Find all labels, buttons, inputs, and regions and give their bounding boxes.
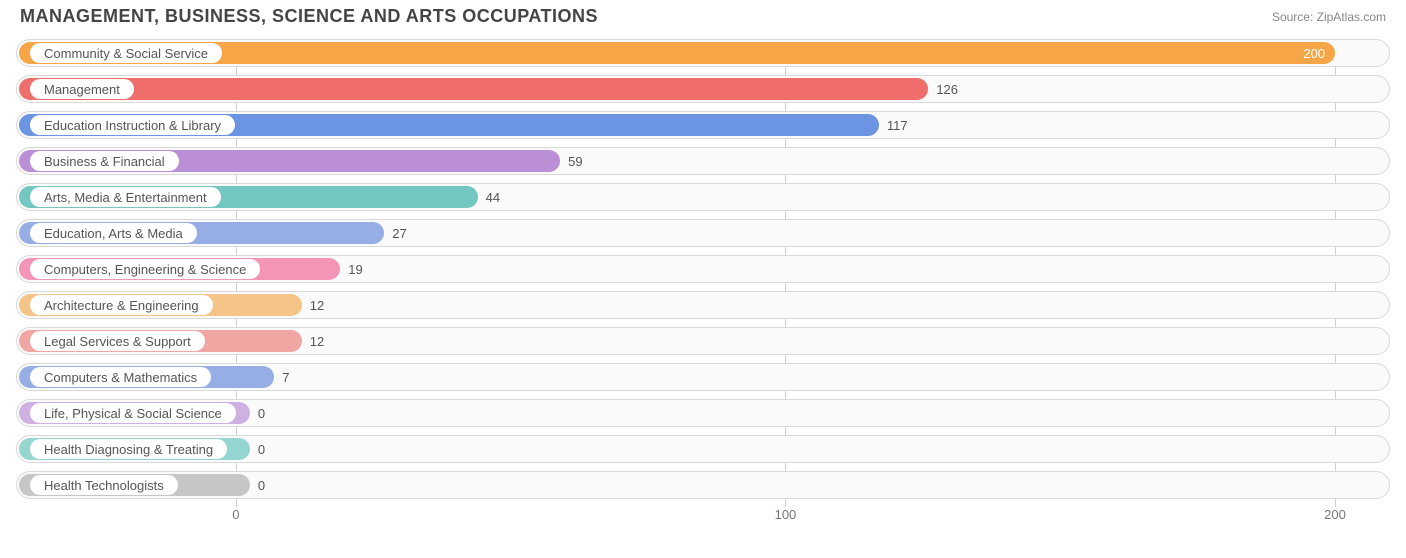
- bar-row: Legal Services & Support 12: [16, 327, 1390, 355]
- bar-row: Arts, Media & Entertainment 44: [16, 183, 1390, 211]
- chart-title: MANAGEMENT, BUSINESS, SCIENCE AND ARTS O…: [20, 6, 598, 27]
- chart-source: Source: ZipAtlas.com: [1272, 10, 1386, 24]
- bar-row: Architecture & Engineering 12: [16, 291, 1390, 319]
- x-axis: 0 100 200: [16, 507, 1390, 527]
- value-label: 12: [310, 291, 324, 319]
- value-label: 0: [258, 399, 265, 427]
- source-prefix: Source:: [1272, 10, 1317, 24]
- category-pill: Arts, Media & Entertainment: [30, 187, 221, 207]
- value-label: 0: [258, 471, 265, 499]
- value-label: 0: [258, 435, 265, 463]
- category-pill: Legal Services & Support: [30, 331, 205, 351]
- category-pill: Life, Physical & Social Science: [30, 403, 236, 423]
- x-tick-label: 100: [775, 507, 797, 522]
- category-pill: Computers, Engineering & Science: [30, 259, 260, 279]
- value-label: 27: [392, 219, 406, 247]
- x-tick-label: 200: [1324, 507, 1346, 522]
- chart-header: MANAGEMENT, BUSINESS, SCIENCE AND ARTS O…: [0, 0, 1406, 39]
- value-label: 7: [282, 363, 289, 391]
- bar-row: Community & Social Service 200: [16, 39, 1390, 67]
- x-tick-label: 0: [232, 507, 239, 522]
- bar-row: Business & Financial 59: [16, 147, 1390, 175]
- bar-row: Life, Physical & Social Science 0: [16, 399, 1390, 427]
- bar-row: Education Instruction & Library 117: [16, 111, 1390, 139]
- bar-row: Computers & Mathematics 7: [16, 363, 1390, 391]
- bar-row: Management 126: [16, 75, 1390, 103]
- value-label: 44: [486, 183, 500, 211]
- category-pill: Computers & Mathematics: [30, 367, 211, 387]
- category-pill: Education, Arts & Media: [30, 223, 197, 243]
- bars-container: Community & Social Service 200 Management 1…: [16, 39, 1390, 499]
- source-name: ZipAtlas.com: [1317, 10, 1386, 24]
- chart-area: Community & Social Service 200 Management 1…: [0, 39, 1406, 557]
- bar-row: Health Diagnosing & Treating 0: [16, 435, 1390, 463]
- value-label: 59: [568, 147, 582, 175]
- category-pill: Architecture & Engineering: [30, 295, 213, 315]
- category-pill: Business & Financial: [30, 151, 179, 171]
- value-label: 126: [936, 75, 958, 103]
- value-label: 19: [348, 255, 362, 283]
- category-pill: Health Technologists: [30, 475, 178, 495]
- value-label: 117: [887, 111, 908, 139]
- bar-row: Education, Arts & Media 27: [16, 219, 1390, 247]
- category-pill: Education Instruction & Library: [30, 115, 235, 135]
- bar-row: Computers, Engineering & Science 19: [16, 255, 1390, 283]
- value-label: 200: [1303, 39, 1325, 67]
- bar-row: Health Technologists 0: [16, 471, 1390, 499]
- category-pill: Community & Social Service: [30, 43, 222, 63]
- category-pill: Health Diagnosing & Treating: [30, 439, 227, 459]
- category-pill: Management: [30, 79, 134, 99]
- bar-fill: [19, 78, 928, 100]
- value-label: 12: [310, 327, 324, 355]
